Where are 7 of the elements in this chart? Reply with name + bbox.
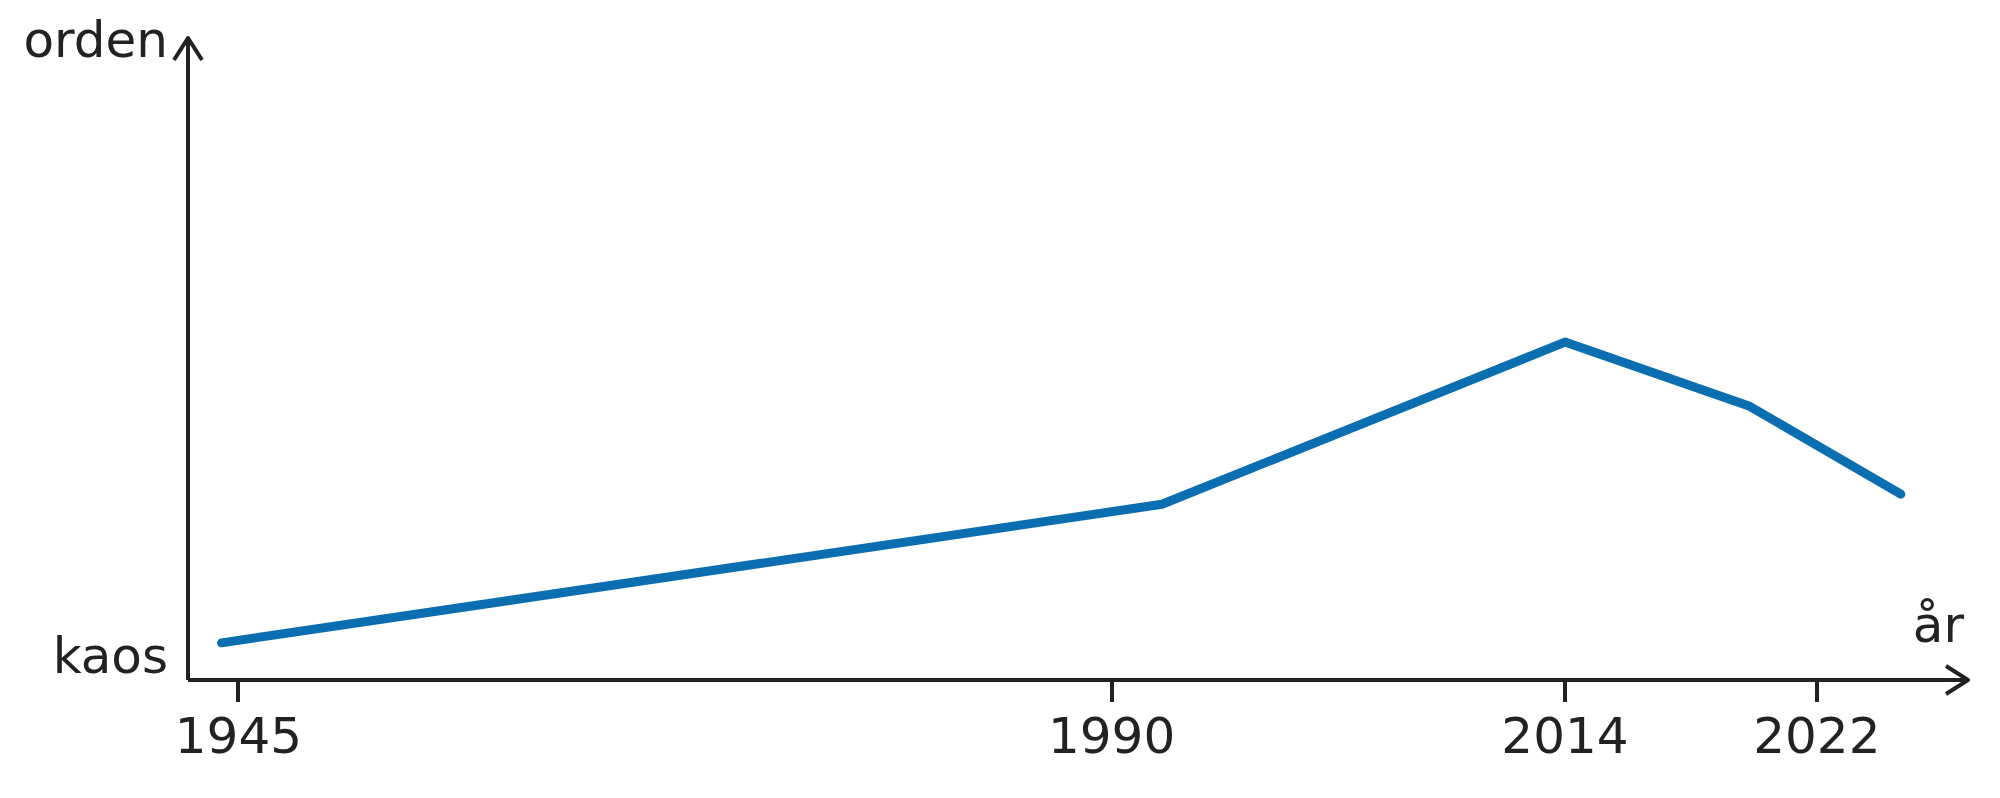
text: kaos <box>52 626 168 685</box>
x-axis-title: år <box>1912 595 1965 654</box>
x-tick-label: 2014 <box>1501 706 1629 765</box>
x-tick-label: 1945 <box>174 706 302 765</box>
text: orden <box>23 10 168 69</box>
x-tick-label: 2022 <box>1753 706 1881 765</box>
x-tick-label: 1990 <box>1047 706 1176 765</box>
